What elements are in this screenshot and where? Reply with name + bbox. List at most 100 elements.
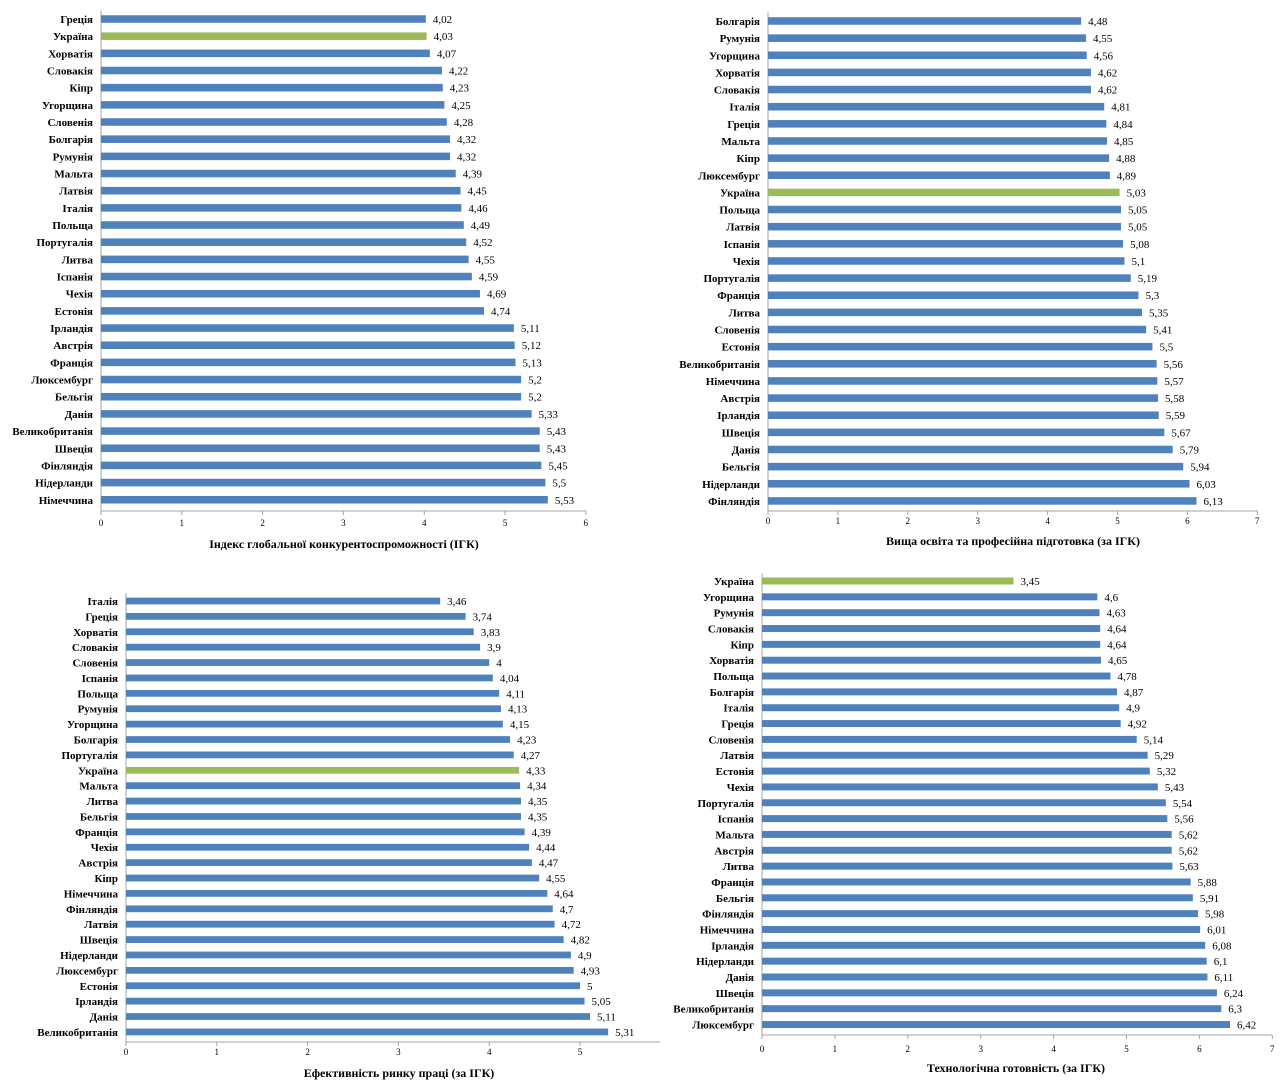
category-label: Латвія	[84, 919, 118, 931]
x-tick-label: 3	[341, 518, 346, 528]
data-label: 4,62	[1098, 85, 1117, 97]
bar	[126, 843, 530, 851]
bar	[762, 862, 1173, 870]
category-label: Україна	[720, 187, 761, 199]
category-label: Чехія	[727, 782, 754, 794]
bar-highlight	[762, 577, 1014, 585]
category-label: Франція	[717, 290, 760, 302]
chart-3: 0 1 2 3 4 5 Італія 3,46 Греція 3,74 Хорватія 3,83 Сл…	[37, 593, 660, 1080]
data-label: 4,52	[473, 237, 492, 249]
data-label: 4,23	[450, 83, 470, 95]
bar	[768, 17, 1082, 25]
bar	[126, 1028, 609, 1036]
bar	[762, 815, 1168, 823]
bar	[101, 204, 462, 212]
data-label: 4,9	[1126, 703, 1140, 715]
category-label: Великобританія	[37, 1027, 118, 1039]
bar	[762, 704, 1120, 712]
bar	[768, 85, 1091, 94]
data-label: 4,28	[454, 117, 474, 129]
data-label: 5,33	[539, 409, 559, 421]
bar	[101, 375, 522, 384]
bar	[768, 51, 1087, 60]
data-label: 5,03	[1127, 187, 1147, 199]
x-tick-label: 2	[305, 1047, 310, 1057]
data-label: 4,15	[510, 719, 530, 731]
category-label: Нідерланди	[35, 478, 93, 490]
data-label: 5,79	[1180, 445, 1200, 457]
category-label: Португалія	[36, 237, 93, 249]
bar	[101, 444, 540, 453]
data-label: 4,44	[536, 842, 556, 854]
bar	[768, 411, 1159, 419]
bar	[101, 49, 430, 58]
data-label: 5,94	[1190, 462, 1210, 474]
data-label: 5,56	[1174, 814, 1194, 826]
data-label: 5,14	[1144, 734, 1164, 746]
bar	[126, 859, 532, 867]
bar	[768, 257, 1125, 265]
data-label: 6,3	[1228, 1004, 1242, 1016]
bar-highlight	[126, 766, 520, 774]
bar	[762, 609, 1100, 617]
data-label: 5,57	[1164, 376, 1184, 388]
x-tick-label: 4	[1045, 516, 1050, 526]
bar	[101, 358, 516, 367]
category-label: Угорщина	[709, 50, 760, 62]
bar	[126, 782, 521, 790]
bar-highlight	[101, 32, 427, 40]
x-tick-label: 1	[215, 1047, 220, 1057]
x-tick-label: 5	[578, 1047, 583, 1057]
category-label: Фінляндія	[66, 904, 118, 916]
bar	[762, 846, 1172, 854]
category-label: Бельгія	[80, 811, 118, 823]
category-label: Італія	[87, 596, 118, 608]
x-tick-label: 7	[1255, 516, 1260, 526]
data-label: 5,56	[1164, 359, 1184, 371]
category-label: Мальта	[54, 169, 93, 181]
bar	[101, 101, 445, 109]
data-label: 3,74	[473, 611, 493, 623]
category-label: Румунія	[714, 608, 754, 620]
category-label: Латвія	[726, 222, 760, 234]
category-label: Румунія	[78, 704, 118, 716]
data-label: 4,7	[560, 904, 574, 916]
bar	[762, 688, 1118, 696]
category-label: Австрія	[714, 845, 754, 857]
category-label: Кіпр	[731, 639, 755, 651]
category-label: Україна	[53, 31, 94, 43]
data-label: 5,88	[1198, 877, 1218, 889]
data-label: 5,13	[523, 357, 543, 369]
data-label: 5,67	[1171, 427, 1191, 439]
bar	[768, 205, 1121, 214]
bar	[768, 428, 1165, 437]
data-label: 4,65	[1108, 655, 1128, 667]
bar	[126, 705, 502, 713]
category-label: Словенія	[47, 117, 93, 129]
category-label: Португалія	[703, 273, 760, 285]
category-label: Литва	[729, 307, 761, 319]
category-label: Італія	[723, 703, 754, 715]
category-label: Словенія	[72, 658, 118, 670]
data-label: 5,98	[1205, 909, 1225, 921]
bar	[126, 936, 564, 943]
data-label: 5,08	[1130, 239, 1150, 251]
data-label: 5,35	[1149, 307, 1169, 319]
bar	[126, 813, 521, 820]
bar	[101, 66, 442, 75]
bar	[768, 68, 1091, 77]
data-label: 4,35	[528, 811, 548, 823]
bar	[762, 783, 1158, 791]
x-tick-label: 1	[833, 1044, 838, 1054]
data-label: 3,46	[447, 596, 467, 608]
category-label: Бельгія	[716, 893, 754, 905]
category-label: Словакія	[714, 85, 760, 97]
category-label: Австрія	[720, 393, 760, 405]
bar	[768, 308, 1142, 317]
bar	[762, 894, 1193, 902]
category-label: Мальта	[721, 136, 760, 148]
x-tick-label: 3	[978, 1044, 983, 1054]
data-label: 5,2	[528, 392, 542, 404]
x-tick-label: 2	[260, 518, 265, 528]
